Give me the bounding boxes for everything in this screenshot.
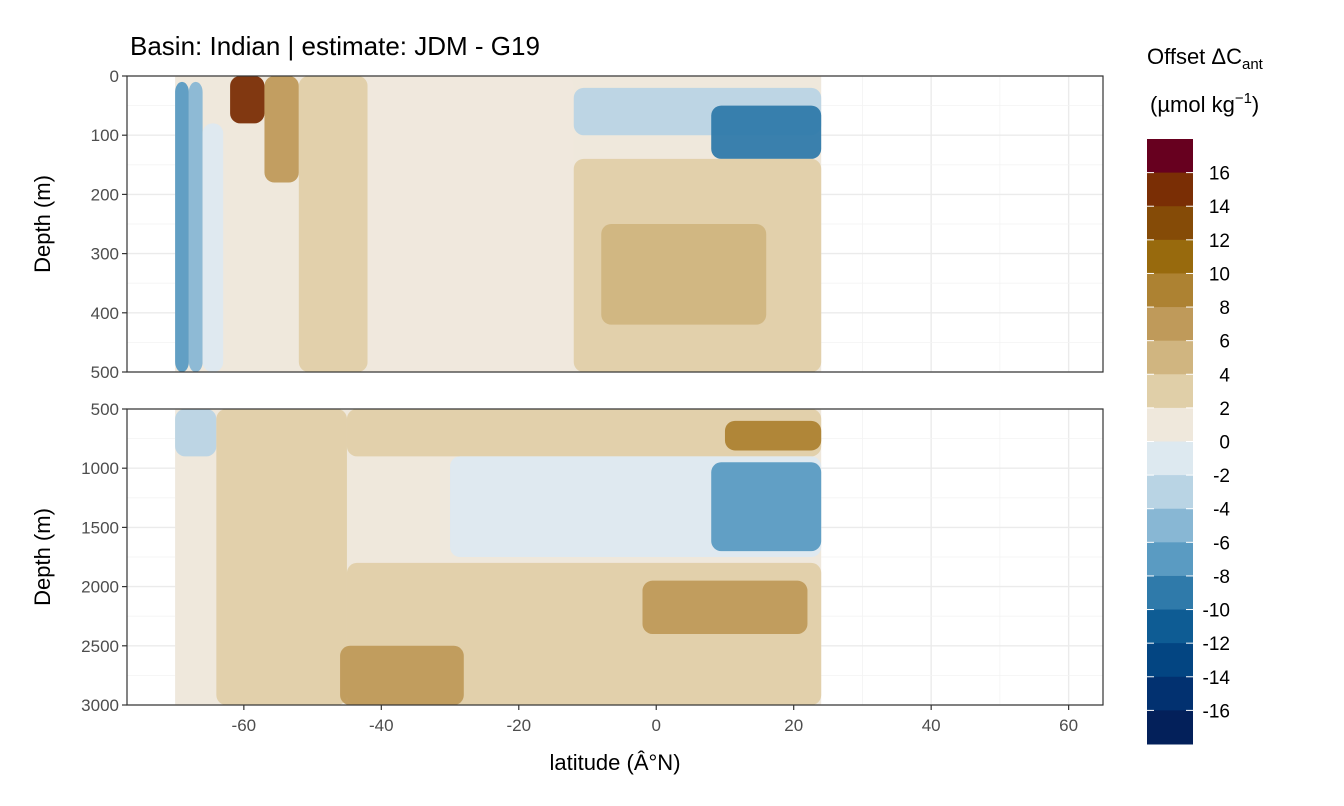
y-tick-label: 1500: [81, 518, 119, 537]
y-tick-label: 400: [91, 304, 119, 323]
panel-top-contours: [175, 76, 822, 373]
legend-label: -10: [1203, 601, 1230, 622]
panel-bottom-border: [126, 408, 1104, 706]
legend-title-close: ): [1252, 92, 1259, 117]
legend-label: -12: [1203, 634, 1230, 655]
contour-band: [601, 224, 767, 325]
x-tick-label: 0: [652, 716, 661, 735]
contour-band: [202, 123, 224, 372]
legend-swatch: [1147, 340, 1193, 375]
contour-band: [175, 81, 189, 373]
legend-title-line1: Offset ΔCant: [1147, 44, 1264, 73]
legend-label: 4: [1219, 365, 1230, 386]
legend-label: -2: [1213, 466, 1230, 487]
contour-band: [298, 76, 368, 372]
x-tick-label: 40: [922, 716, 941, 735]
y-tick-label: 200: [91, 185, 119, 204]
legend-label: -16: [1203, 701, 1230, 722]
legend-label: 2: [1219, 399, 1230, 420]
panel-bottom-contours: [175, 409, 822, 705]
legend-swatch: [1147, 542, 1193, 577]
chart-title: Basin: Indian | estimate: JDM - G19: [130, 31, 540, 61]
contour-band: [724, 420, 822, 451]
legend-label: 16: [1209, 164, 1230, 185]
contour-band: [216, 409, 347, 705]
contour-band: [711, 462, 822, 552]
legend-swatch: [1147, 273, 1193, 308]
y-tick-label: 500: [91, 363, 119, 382]
panel-top-ylabel: Depth (m): [30, 175, 55, 273]
legend-title-main: Offset ΔC: [1147, 44, 1242, 69]
contour-band: [175, 409, 217, 457]
contour-band: [230, 76, 265, 124]
y-tick-label: 100: [91, 126, 119, 145]
legend-swatch: [1147, 643, 1193, 678]
y-tick-label: 0: [110, 67, 119, 86]
legend-swatch: [1147, 710, 1193, 745]
legend-label: 0: [1219, 433, 1230, 454]
legend-colorbar: [1147, 139, 1193, 745]
x-axis-ticks: -60 -40 -20 0 20 40 60: [232, 705, 1078, 735]
x-tick-label: -40: [369, 716, 394, 735]
contour-band: [711, 105, 822, 159]
legend-label: 6: [1219, 332, 1230, 353]
legend-title-subscript: ant: [1242, 56, 1264, 73]
legend-swatch: [1147, 407, 1193, 442]
legend-title-line2: (µmol kg−1): [1150, 90, 1259, 117]
legend-swatch: [1147, 139, 1193, 174]
legend-swatch: [1147, 239, 1193, 274]
legend-title-superscript: −1: [1235, 90, 1252, 107]
legend-title-unit: (µmol kg: [1150, 92, 1235, 117]
legend-label: -14: [1203, 668, 1231, 689]
panel-bottom: 500 1000 1500 2000 2500 3000 Depth (m): [30, 400, 1104, 715]
panel-bottom-ylabel: Depth (m): [30, 508, 55, 606]
legend-label: 10: [1209, 264, 1230, 285]
y-tick-label: 1000: [81, 459, 119, 478]
y-tick-label: 3000: [81, 696, 119, 715]
contour-band: [346, 409, 822, 457]
x-axis-label: latitude (Â°N): [549, 750, 680, 775]
contour-band: [642, 580, 808, 634]
legend-label: -4: [1213, 500, 1230, 521]
x-tick-label: 60: [1059, 716, 1078, 735]
x-tick-label: 20: [784, 716, 803, 735]
legend-swatch: [1147, 676, 1193, 711]
legend-swatch: [1147, 441, 1193, 476]
x-tick-label: -20: [506, 716, 531, 735]
legend-swatch: [1147, 206, 1193, 241]
contour-band: [188, 81, 203, 373]
panel-top-border: [126, 75, 1104, 373]
contour-band: [264, 76, 299, 183]
legend-swatch: [1147, 475, 1193, 510]
y-tick-label: 300: [91, 245, 119, 264]
legend-swatch: [1147, 374, 1193, 409]
legend-swatch: [1147, 609, 1193, 644]
contour-band: [367, 76, 574, 372]
legend-label: 14: [1209, 197, 1231, 218]
panel-top: 0 100 200 300 400 500 Depth (m): [30, 67, 1104, 382]
legend-swatch: [1147, 575, 1193, 611]
contour-band: [340, 645, 464, 705]
legend-label: -8: [1213, 567, 1230, 588]
legend-swatch: [1147, 508, 1193, 543]
panel-top-y-ticks: 0 100 200 300 400 500: [91, 67, 127, 382]
legend-label: -6: [1213, 533, 1230, 554]
legend-swatch: [1147, 307, 1193, 342]
x-tick-label: -60: [232, 716, 257, 735]
y-tick-label: 500: [91, 400, 119, 419]
legend-labels: 16 14 12 10 8 6 4 2 0 -2 -4 -6 -8 -10 -12 -14 -16: [1203, 164, 1231, 723]
y-tick-label: 2000: [81, 578, 119, 597]
legend-label: 12: [1209, 231, 1230, 252]
panel-bottom-y-ticks: 500 1000 1500 2000 2500 3000: [81, 400, 127, 715]
legend-swatch: [1147, 172, 1193, 207]
legend-label: 8: [1219, 298, 1230, 319]
legend: Offset ΔCant (µmol kg−1) 16 14 12 10 8 6 4 2 0 -2…: [1147, 44, 1264, 745]
y-tick-label: 2500: [81, 637, 119, 656]
